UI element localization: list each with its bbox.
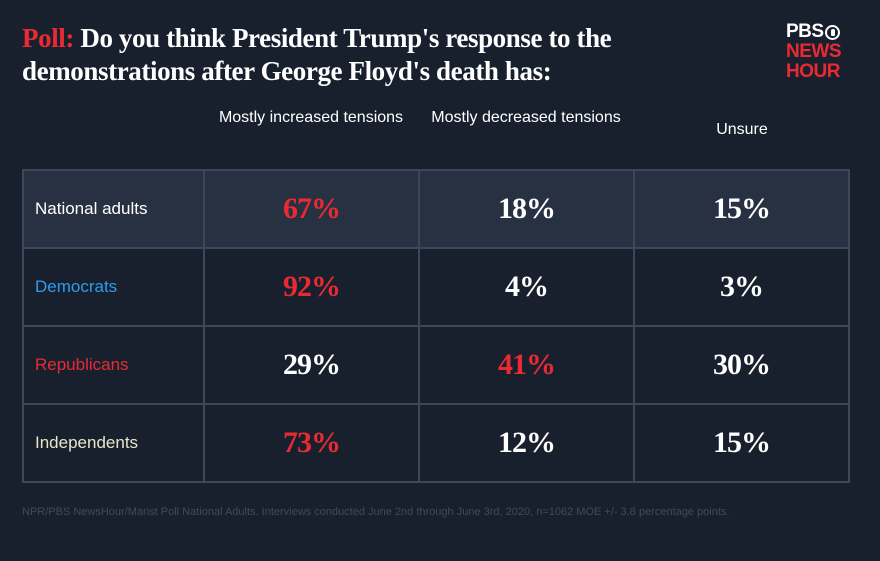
source-footnote: NPR/PBS NewsHour/Marist Poll National Ad… <box>22 506 730 518</box>
value-cell: 67% <box>203 169 420 249</box>
logo-line1: PBS <box>786 21 824 42</box>
value-cell: 3% <box>633 247 850 327</box>
column-header-decreased: Mostly decreased tensions <box>431 109 621 126</box>
chart-title: Poll: Do you think President Trump's res… <box>22 22 722 88</box>
row-label: National adults <box>22 169 205 249</box>
table-row-democrats: Democrats 92% 4% 3% <box>22 247 850 327</box>
row-label: Democrats <box>22 247 205 327</box>
pbs-newshour-logo: PBS NEWS HOUR <box>786 22 842 82</box>
table-row-national-adults: National adults 67% 18% 15% <box>22 169 850 249</box>
title-prefix: Poll: <box>22 23 74 53</box>
logo-line2: NEWS <box>786 41 842 62</box>
column-header-increased: Mostly increased tensions <box>218 109 404 126</box>
value-cell: 29% <box>203 325 420 405</box>
value-cell: 18% <box>418 169 635 249</box>
value-cell: 30% <box>633 325 850 405</box>
table-row-republicans: Republicans 29% 41% 30% <box>22 325 850 405</box>
row-label: Republicans <box>22 325 205 405</box>
pbs-head-icon <box>824 24 840 40</box>
logo-pbs: PBS <box>786 22 841 42</box>
poll-table: National adults 67% 18% 15% Democrats 92% 4% 3%… <box>22 169 850 483</box>
value-cell: 15% <box>633 403 850 483</box>
row-label: Independents <box>22 403 205 483</box>
value-cell: 4% <box>418 247 635 327</box>
value-cell: 41% <box>418 325 635 405</box>
table-row-independents: Independents 73% 12% 15% <box>22 403 850 483</box>
value-cell: 12% <box>418 403 635 483</box>
logo-line3: HOUR <box>786 61 840 82</box>
value-cell: 73% <box>203 403 420 483</box>
title-question: Do you think President Trump's response … <box>22 23 612 86</box>
value-cell: 92% <box>203 247 420 327</box>
column-header-unsure: Unsure <box>716 121 768 138</box>
value-cell: 15% <box>633 169 850 249</box>
